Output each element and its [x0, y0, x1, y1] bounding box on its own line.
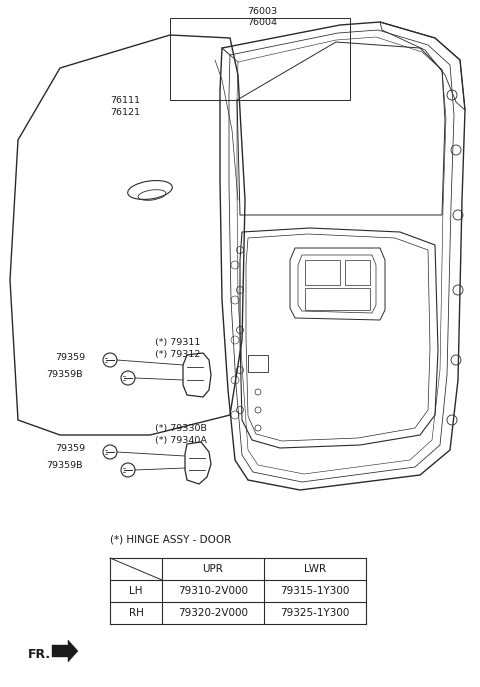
Text: (*) 79312: (*) 79312	[155, 350, 200, 359]
Text: 76121: 76121	[110, 107, 140, 117]
Text: 79325-1Y300: 79325-1Y300	[280, 608, 350, 618]
Text: 79320-2V000: 79320-2V000	[178, 608, 248, 618]
Text: 79359B: 79359B	[46, 370, 83, 379]
Text: UPR: UPR	[203, 564, 223, 574]
Text: LH: LH	[129, 586, 143, 596]
Text: (*) HINGE ASSY - DOOR: (*) HINGE ASSY - DOOR	[110, 535, 231, 545]
Text: FR.: FR.	[28, 648, 51, 660]
Text: RH: RH	[129, 608, 144, 618]
Polygon shape	[52, 640, 78, 662]
Text: LWR: LWR	[304, 564, 326, 574]
Text: (*) 79311: (*) 79311	[155, 337, 200, 346]
Text: 76003: 76003	[247, 6, 277, 16]
Text: 79315-1Y300: 79315-1Y300	[280, 586, 350, 596]
Text: 79310-2V000: 79310-2V000	[178, 586, 248, 596]
Text: 76004: 76004	[247, 17, 277, 27]
Text: (*) 79340A: (*) 79340A	[155, 436, 207, 444]
Text: 79359: 79359	[55, 352, 85, 361]
Text: 79359: 79359	[55, 444, 85, 453]
Text: 79359B: 79359B	[46, 460, 83, 469]
Text: 76111: 76111	[110, 95, 140, 104]
Text: (*) 79330B: (*) 79330B	[155, 423, 207, 433]
